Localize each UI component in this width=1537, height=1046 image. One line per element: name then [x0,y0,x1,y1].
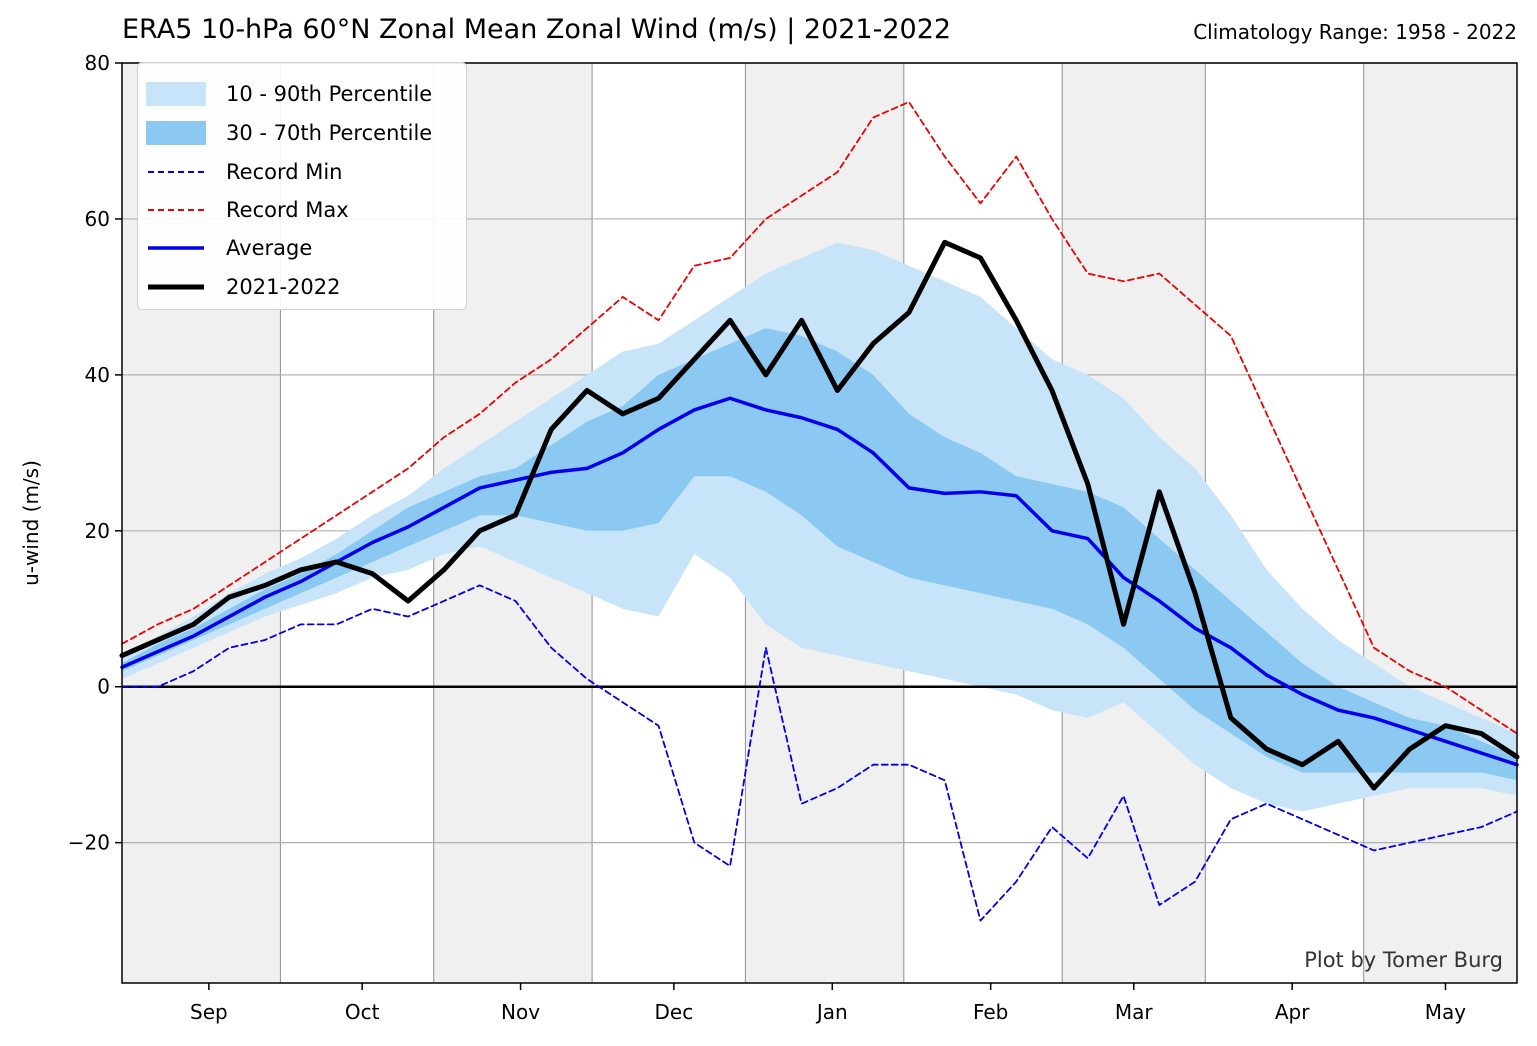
legend-swatch-10-90 [146,82,206,106]
average-line [120,396,1519,767]
series-lines [119,101,1520,922]
y-tick-label: −20 [68,831,110,855]
legend-item-record-max: Record Max [146,195,349,225]
legend-label: 10 - 90th Percentile [226,82,433,106]
y-tick-label: 40 [85,363,110,387]
chart-title: ERA5 10-hPa 60°N Zonal Mean Zonal Wind (… [122,14,952,45]
x-tick-label: Jan [815,1000,848,1024]
y-axis-label: u-wind (m/s) [19,460,43,586]
record-min-line [121,584,1518,922]
legend-label: 30 - 70th Percentile [226,121,433,145]
legend-swatch-current [148,284,204,290]
band-30-70-percentile [122,328,1517,781]
y-tick-label: 80 [85,51,110,75]
x-tick-label: Nov [501,1000,540,1024]
y-tick-label: 0 [97,675,110,699]
legend-swatch-record-min [148,171,204,173]
legend-item-current: 2021-2022 [146,272,340,302]
y-tick-label: 20 [85,519,110,543]
credit-text: Plot by Tomer Burg [1304,948,1503,972]
current-season-line [119,239,1520,791]
legend-item-30-70: 30 - 70th Percentile [146,118,432,148]
shaded-period [1363,63,1517,983]
x-tick-label: May [1425,1000,1467,1024]
y-tick-label: 60 [85,207,110,231]
legend-label: Record Min [226,160,343,184]
x-tick-label: Feb [973,1000,1008,1024]
legend-swatch-record-max [148,209,204,211]
x-tick-label: Apr [1275,1000,1310,1024]
axis-ticks: −20 0 20 40 60 80 Sep Oct Nov Dec Jan Feb Mar Apr May [68,51,1467,1024]
x-tick-label: Dec [655,1000,694,1024]
x-tick-label: Mar [1115,1000,1154,1024]
legend: 10 - 90th Percentile 30 - 70th Percentil… [137,62,467,310]
legend-label: 2021-2022 [226,275,341,299]
legend-swatch-30-70 [146,121,206,145]
legend-label: Average [226,236,313,260]
legend-item-average: Average [146,233,312,263]
record-max-line [121,101,1518,735]
x-tick-label: Sep [190,1000,228,1024]
plot-frame [121,62,1518,984]
legend-item-record-min: Record Min [146,157,343,187]
legend-swatch-average [148,246,204,250]
chart-subtitle: Climatology Range: 1958 - 2022 [1193,20,1517,44]
percentile-bands [122,242,1517,812]
legend-item-10-90: 10 - 90th Percentile [146,79,432,109]
legend-label: Record Max [226,198,349,222]
x-tick-label: Oct [345,1000,380,1024]
